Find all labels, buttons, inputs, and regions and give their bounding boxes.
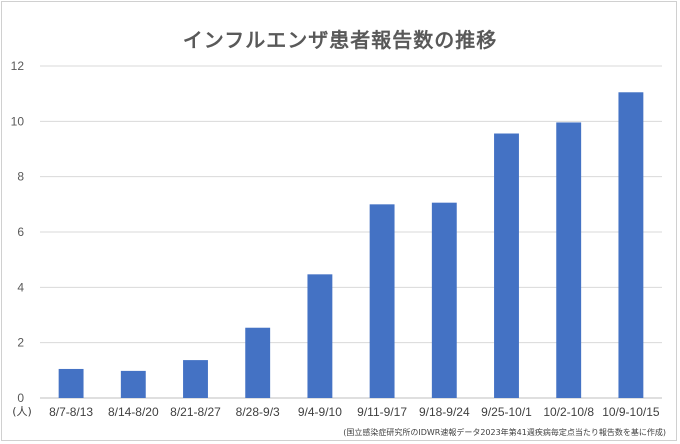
x-tick-label: 9/18-9/24	[419, 405, 470, 419]
bar	[494, 133, 519, 399]
x-tick-label: 8/7-8/13	[49, 405, 93, 419]
bar	[58, 368, 84, 398]
bar	[618, 92, 644, 399]
x-tick-label: 8/21-8/27	[170, 405, 221, 419]
y-tick-label: 6	[17, 225, 24, 239]
y-axis-ticks: 0 2 4 6 8 10 12	[11, 59, 25, 405]
bars	[58, 92, 644, 399]
bar	[431, 202, 457, 398]
bar	[307, 274, 333, 398]
x-axis-ticks: 8/7-8/13 8/14-8/20 8/21-8/27 8/28-9/3 9/4-9/…	[49, 405, 660, 419]
y-tick-label: 8	[17, 170, 24, 184]
bar	[120, 370, 146, 398]
bar	[556, 122, 582, 398]
chart-title: インフルエンザ患者報告数の推移	[182, 28, 498, 52]
source-note: (国立感染症研究所のIDWR速報データ2023年第41週疾病毎定点当たり報告数を…	[343, 428, 666, 437]
x-tick-label: 10/9-10/15	[602, 405, 660, 419]
y-tick-label: 2	[17, 336, 24, 350]
x-tick-label: 10/2-10/8	[543, 405, 594, 419]
y-tick-label: 0	[17, 391, 24, 405]
x-tick-label: 9/11-9/17	[357, 405, 407, 419]
bar	[183, 360, 208, 398]
x-tick-label: 9/4-9/10	[298, 405, 342, 419]
bar	[245, 327, 271, 398]
bar	[369, 204, 395, 398]
x-tick-label: 9/25-10/1	[481, 405, 532, 419]
x-tick-label: 8/14-8/20	[108, 405, 159, 419]
y-tick-label: 12	[11, 59, 25, 73]
x-tick-label: 8/28-9/3	[236, 405, 280, 419]
y-axis-unit: (人)	[12, 405, 32, 418]
y-tick-label: 10	[11, 114, 25, 128]
y-tick-label: 4	[17, 280, 24, 294]
